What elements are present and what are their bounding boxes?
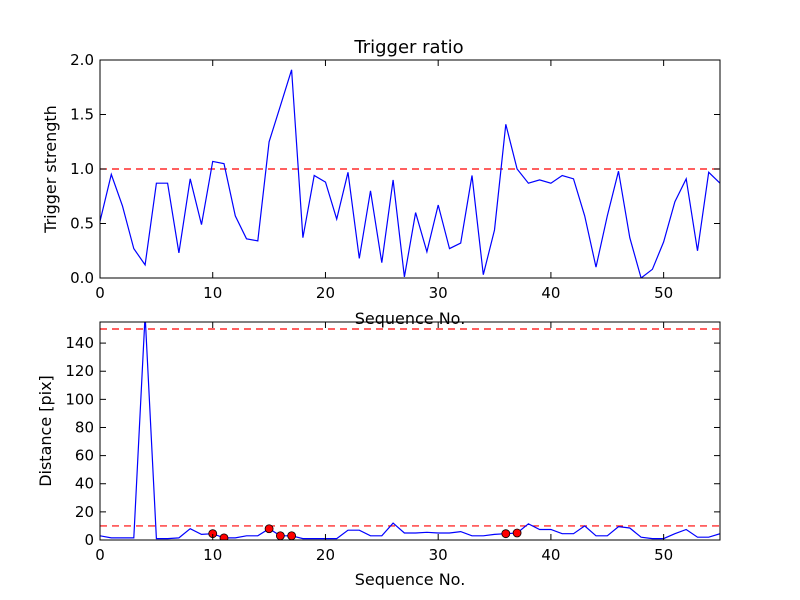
y-tick-label: 140	[65, 334, 94, 352]
x-tick-label: 20	[316, 546, 335, 564]
data-point	[501, 529, 511, 539]
data-point	[219, 533, 229, 540]
data-point	[512, 528, 522, 538]
y-tick-label: 20	[75, 503, 94, 521]
y-tick-label: 40	[75, 475, 94, 493]
data-point	[275, 531, 285, 540]
y-tick-label: 120	[65, 362, 94, 380]
x-tick-label: 40	[541, 284, 560, 302]
y-tick-label: 0	[84, 531, 94, 549]
x-tick-label: 0	[95, 546, 105, 564]
x-axis-label: Sequence No.	[355, 309, 466, 328]
y-tick-label: 80	[75, 418, 94, 436]
y-tick-label: 1.5	[70, 106, 94, 124]
y-axis-label: Distance [pix]	[36, 375, 55, 487]
x-tick-label: 20	[316, 284, 335, 302]
x-tick-label: 40	[541, 546, 560, 564]
x-tick-label: 30	[429, 284, 448, 302]
y-tick-label: 60	[75, 447, 94, 465]
plot-title: Trigger ratio	[353, 37, 463, 58]
y-tick-label: 1.0	[70, 160, 94, 178]
distance-plot: 0 10 20 30 40 50 0 20 40 60 80 100 120 140 Sequence N…	[36, 321, 721, 589]
x-tick-label: 50	[654, 284, 673, 302]
data-point	[264, 524, 274, 534]
data-point	[287, 531, 297, 540]
trigger-ratio-plot: Trigger ratio 0 10 20 30 40 50 0.0 0.5 1.0 1.5 2.0…	[41, 37, 721, 328]
x-tick-label: 10	[203, 284, 222, 302]
x-tick-label: 0	[95, 284, 105, 302]
x-tick-label: 10	[203, 546, 222, 564]
x-axis-label: Sequence No.	[355, 570, 466, 589]
y-tick-label: 100	[65, 390, 94, 408]
y-tick-label: 2.0	[70, 51, 94, 69]
x-tick-label: 30	[429, 546, 448, 564]
plot-frame	[99, 321, 721, 541]
series-line	[100, 322, 720, 540]
y-axis-label: Trigger strength	[41, 105, 60, 234]
x-tick-label: 50	[654, 546, 673, 564]
y-tick-label: 0.0	[70, 269, 94, 287]
y-tick-label: 0.5	[70, 215, 94, 233]
series-line	[100, 69, 720, 278]
